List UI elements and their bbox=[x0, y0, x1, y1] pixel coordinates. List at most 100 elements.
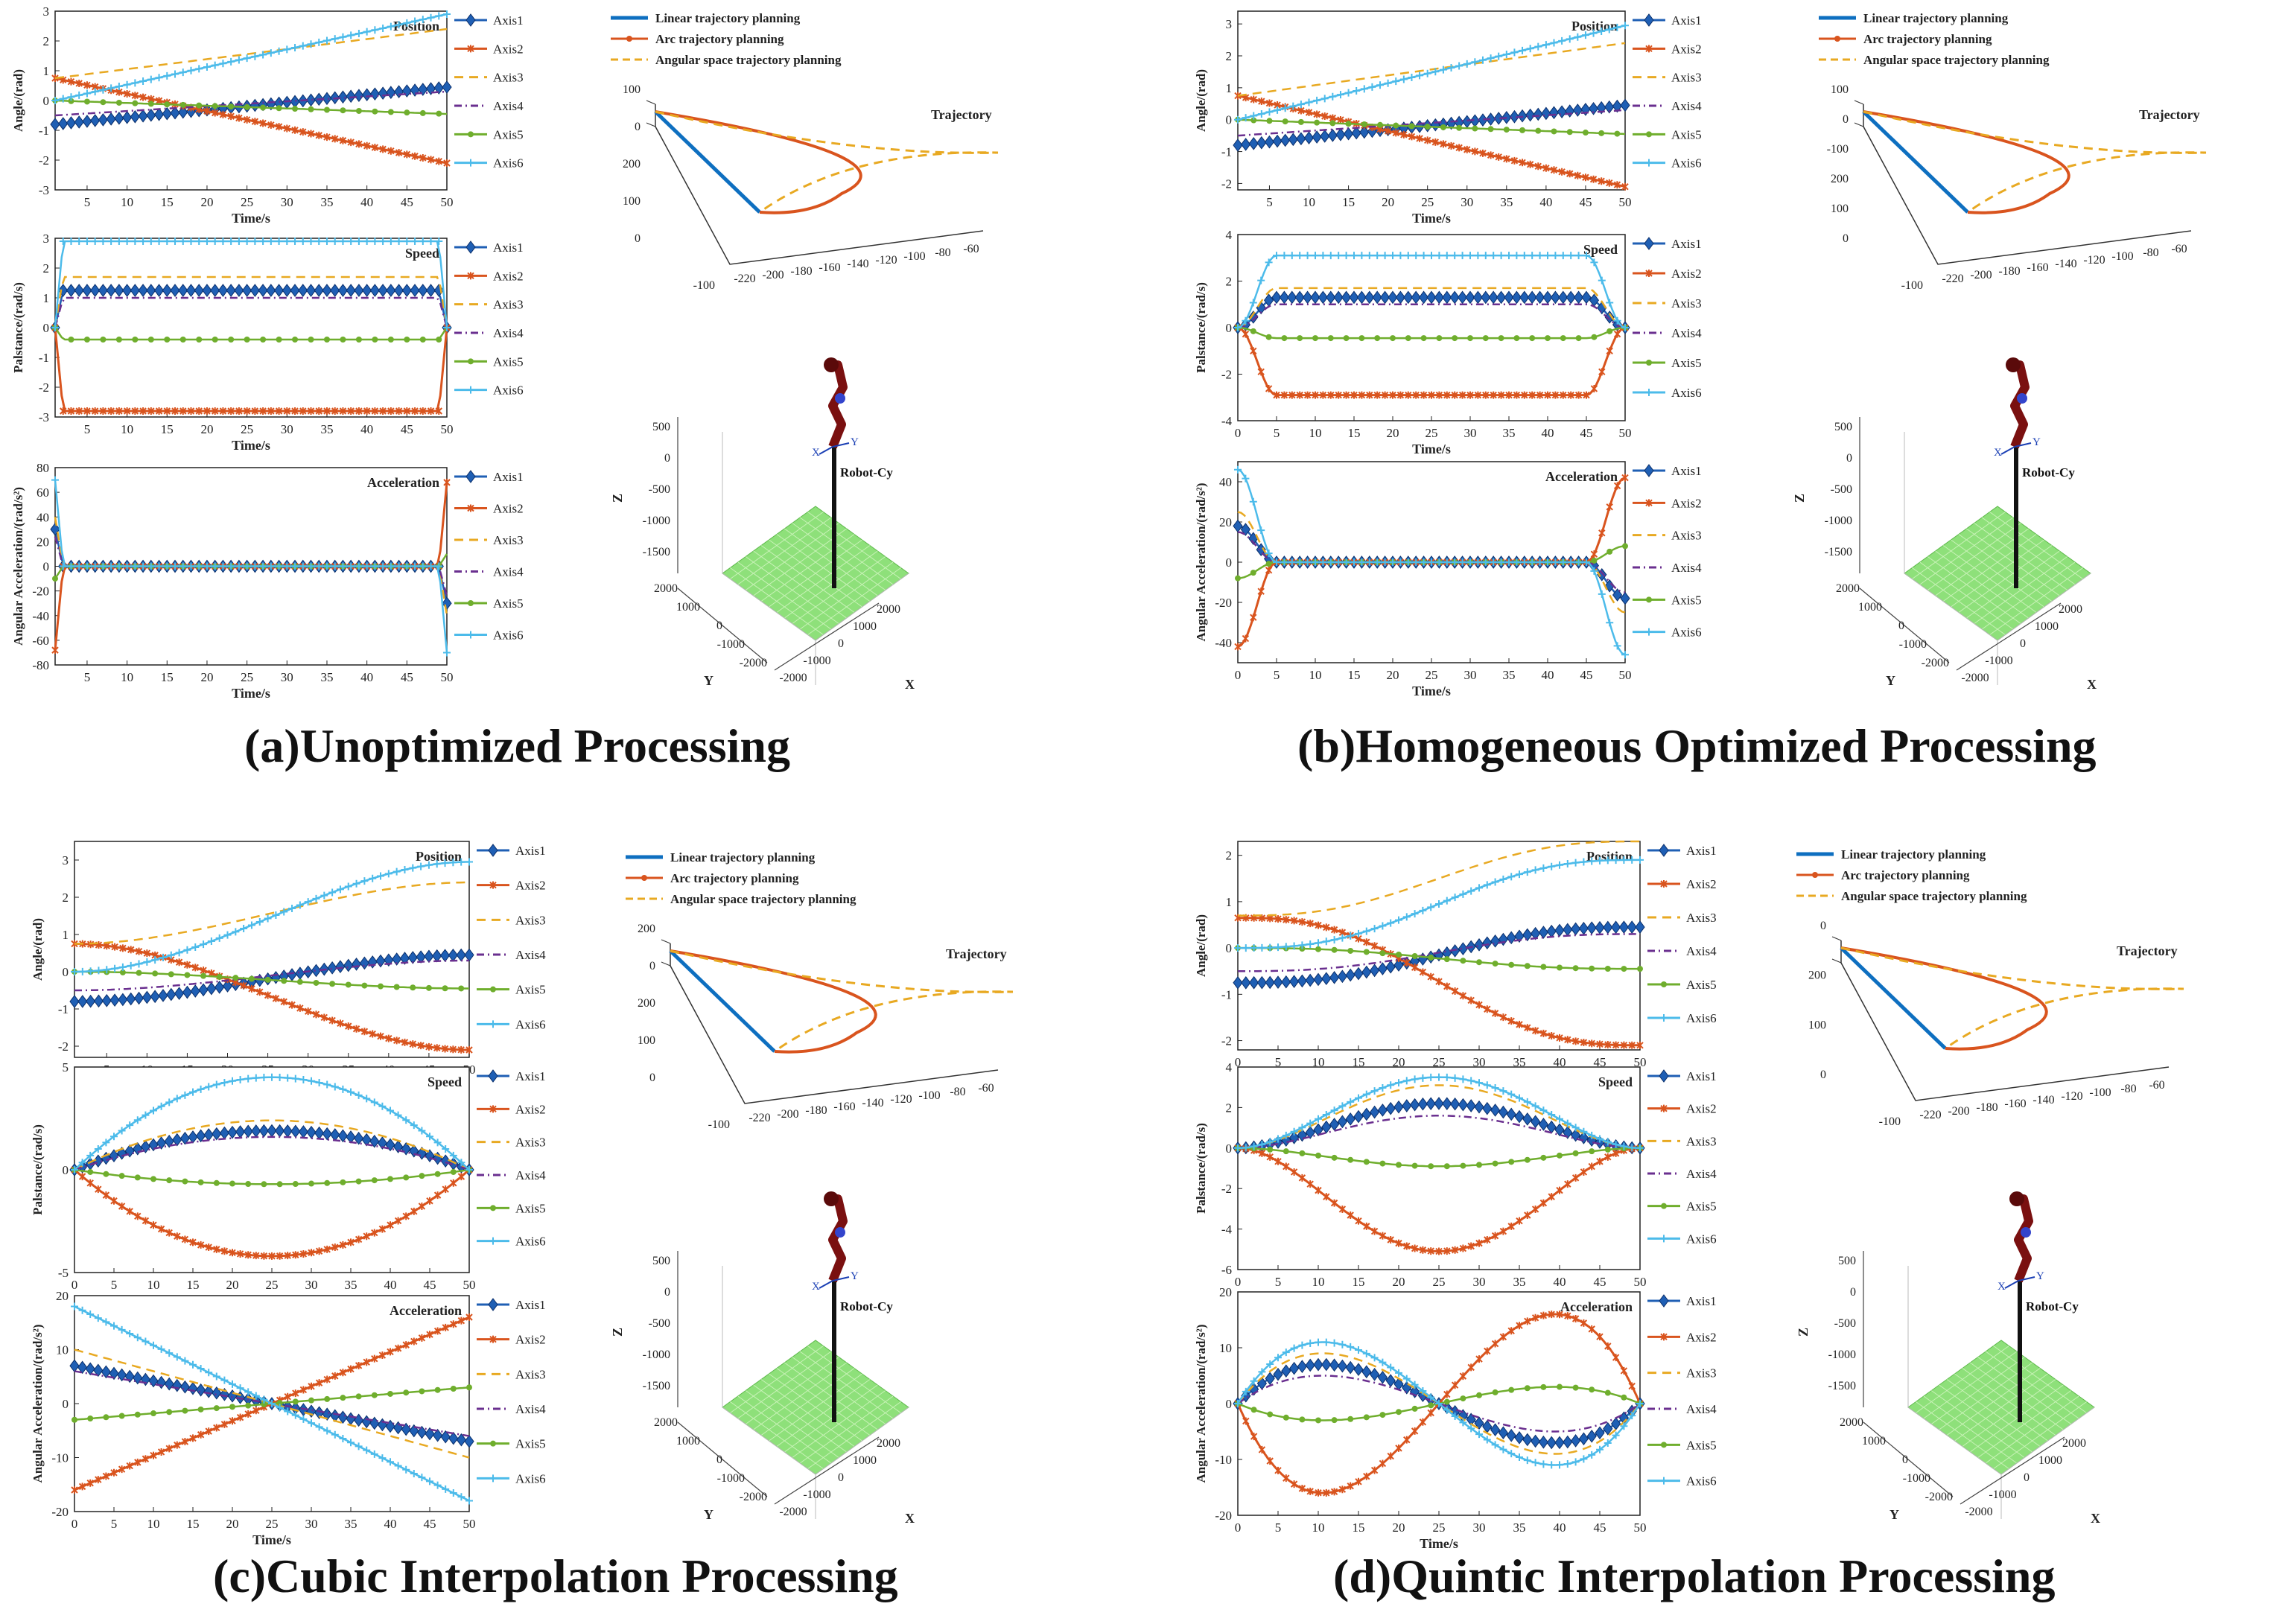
data-point-axis1 bbox=[353, 1131, 364, 1145]
data-point-axis2 bbox=[1347, 1482, 1354, 1490]
legend-marker bbox=[489, 1237, 497, 1245]
data-point-axis6 bbox=[203, 63, 211, 71]
series-line-axis2 bbox=[54, 327, 448, 413]
data-point-axis2 bbox=[395, 407, 403, 415]
traj-x-tick: -80 bbox=[950, 1086, 965, 1098]
data-point-axis2 bbox=[1283, 1474, 1290, 1483]
data-point-axis6 bbox=[1505, 252, 1513, 260]
data-point-axis6 bbox=[75, 238, 83, 245]
data-point-axis1 bbox=[234, 284, 244, 297]
robot-plot: YXRobot-Cy5000-500-1000-1500Z200010000-1… bbox=[610, 357, 915, 692]
traj-x-tick: -100 bbox=[708, 1118, 730, 1131]
robot-axis-box bbox=[1907, 1266, 2095, 1519]
data-point-axis6 bbox=[259, 51, 267, 59]
data-point-axis5 bbox=[68, 337, 74, 343]
data-point-axis1 bbox=[158, 989, 168, 1002]
robot-y-tick: 1000 bbox=[1862, 1435, 1886, 1448]
data-point-axis2 bbox=[1355, 1477, 1362, 1486]
data-point-axis5 bbox=[1508, 961, 1515, 968]
series-line-axis4 bbox=[74, 959, 469, 992]
data-point-axis2 bbox=[442, 1323, 449, 1331]
ground-grid-line bbox=[807, 1346, 901, 1413]
data-point-axis5 bbox=[182, 1407, 188, 1414]
robot-x-tick: 2000 bbox=[877, 1437, 900, 1450]
data-point-axis6 bbox=[392, 867, 401, 876]
traj-x-tick: -100 bbox=[903, 250, 925, 263]
data-point-axis6 bbox=[1282, 1348, 1290, 1357]
data-point-axis5 bbox=[134, 1411, 141, 1418]
data-point-axis2 bbox=[1564, 1036, 1571, 1044]
robot-z-label: Z bbox=[1792, 494, 1807, 503]
x-tick-label: 20 bbox=[1393, 1520, 1405, 1535]
legend-label-axis3: Axis3 bbox=[493, 298, 524, 312]
x-tick-label: 40 bbox=[360, 670, 373, 684]
data-point-axis1 bbox=[250, 284, 260, 297]
traj-x-tick: -60 bbox=[2149, 1079, 2164, 1092]
data-point-axis2 bbox=[67, 77, 75, 86]
data-point-axis6 bbox=[1523, 1456, 1531, 1465]
data-point-axis2 bbox=[1258, 98, 1265, 106]
x-tick-label: 25 bbox=[241, 195, 253, 209]
legend-marker bbox=[1660, 1333, 1668, 1341]
y-axis-label: Angular Acceleration/(rad/s²) bbox=[1194, 1324, 1208, 1483]
data-point-axis1 bbox=[1403, 290, 1414, 305]
y-tick-label: 0 bbox=[63, 1397, 69, 1411]
data-point-axis1 bbox=[1478, 113, 1488, 127]
legend-label-axis4: Axis4 bbox=[1686, 944, 1717, 958]
data-point-axis6 bbox=[1620, 856, 1628, 864]
legend-label-axis2: Axis2 bbox=[515, 1102, 546, 1116]
data-point-axis5 bbox=[1637, 966, 1643, 972]
data-point-axis1 bbox=[1280, 133, 1291, 147]
robot-frame-x: X bbox=[1997, 1281, 2006, 1293]
data-point-axis6 bbox=[1458, 558, 1466, 566]
data-point-axis6 bbox=[371, 238, 379, 245]
data-point-axis6 bbox=[1531, 866, 1539, 874]
data-point-axis2 bbox=[1338, 1486, 1347, 1494]
x-axis-label: Time/s bbox=[232, 211, 270, 226]
data-point-axis6 bbox=[94, 1314, 102, 1322]
data-point-axis5 bbox=[1606, 548, 1613, 555]
data-point-axis1 bbox=[1369, 1367, 1380, 1381]
data-point-axis2 bbox=[60, 407, 67, 415]
data-point-axis2 bbox=[403, 150, 411, 159]
x-tick-label: 0 bbox=[1235, 1275, 1242, 1289]
data-point-axis5 bbox=[410, 984, 416, 991]
data-point-axis1 bbox=[1517, 109, 1528, 123]
data-point-axis2 bbox=[1548, 1193, 1555, 1201]
data-point-axis6 bbox=[205, 1369, 213, 1377]
data-point-axis6 bbox=[1428, 558, 1435, 566]
data-point-axis5 bbox=[1299, 1416, 1306, 1423]
ground-grid-line bbox=[1989, 512, 2083, 579]
data-point-axis6 bbox=[291, 562, 299, 570]
legend-label-axis3: Axis3 bbox=[515, 1367, 546, 1381]
data-point-axis2 bbox=[139, 93, 147, 101]
x-tick-label: 20 bbox=[1382, 195, 1394, 209]
data-point-axis2 bbox=[118, 1202, 126, 1210]
data-point-axis2 bbox=[1242, 1417, 1250, 1425]
subplot-d-position: -2-101205101520253035404550Time/sAngle/(… bbox=[1194, 840, 1717, 1086]
data-point-axis1 bbox=[306, 1125, 317, 1139]
traj-x-tick: -80 bbox=[935, 246, 950, 259]
data-point-axis5 bbox=[1377, 121, 1384, 128]
traj-axis-frame bbox=[1840, 940, 2170, 1101]
x-tick-label: 40 bbox=[1554, 1055, 1566, 1069]
data-point-axis5 bbox=[292, 1398, 299, 1405]
robot-z-tick: 500 bbox=[652, 1255, 670, 1267]
traj-y-tick: 100 bbox=[1808, 1019, 1826, 1031]
x-tick-label: 35 bbox=[1503, 426, 1516, 440]
data-point-axis2 bbox=[1283, 916, 1290, 924]
data-point-axis6 bbox=[347, 562, 355, 570]
x-tick-label: 10 bbox=[147, 1517, 160, 1531]
data-point-axis6 bbox=[173, 1095, 181, 1103]
robot-z-tick: 0 bbox=[664, 452, 670, 465]
data-point-axis5 bbox=[1456, 124, 1463, 131]
data-point-axis6 bbox=[379, 24, 387, 32]
data-point-axis2 bbox=[1395, 1239, 1402, 1247]
x-tick-label: 10 bbox=[1312, 1275, 1325, 1289]
data-point-axis1 bbox=[314, 1406, 325, 1420]
data-point-axis6 bbox=[1370, 1354, 1379, 1362]
data-point-axis6 bbox=[1596, 856, 1604, 864]
data-point-axis1 bbox=[311, 964, 322, 978]
